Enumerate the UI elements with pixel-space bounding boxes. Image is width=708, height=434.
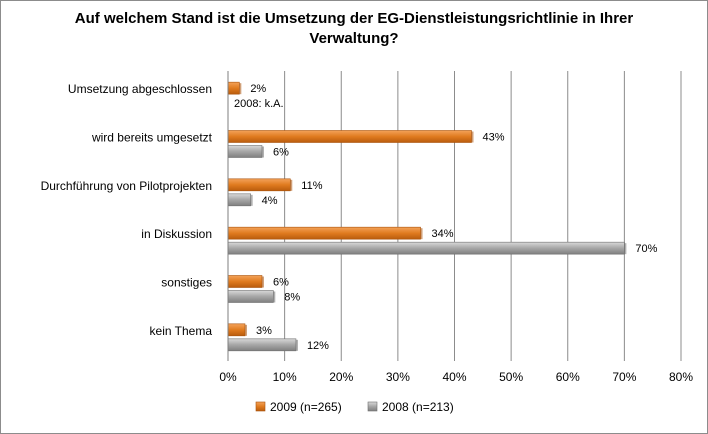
x-tick-label: 70% xyxy=(612,370,636,384)
bar-shadow xyxy=(261,276,264,288)
bar-shadow xyxy=(471,131,474,143)
data-label: 2008: k.A. xyxy=(234,98,284,110)
data-label: 12% xyxy=(307,340,329,352)
legend: 2009 (n=265) 2008 (n=213) xyxy=(255,400,454,414)
bar-shadow xyxy=(250,194,253,206)
bar-shadow xyxy=(295,339,298,351)
bar-shadow xyxy=(261,146,264,158)
bar-shadow xyxy=(624,243,627,255)
x-tick-label: 30% xyxy=(386,370,410,384)
chart-title: Auf welchem Stand ist die Umsetzung der … xyxy=(1,9,707,49)
x-tick-label: 80% xyxy=(669,370,693,384)
chart-title-line-1: Auf welchem Stand ist die Umsetzung der … xyxy=(74,10,634,27)
data-label: 43% xyxy=(482,132,504,144)
x-tick-label: 20% xyxy=(329,370,353,384)
legend-label: 2009 (n=265) xyxy=(270,400,342,414)
data-label: 11% xyxy=(301,180,322,192)
bar xyxy=(227,145,263,158)
bar-shadow xyxy=(239,83,242,95)
bar-shadow xyxy=(420,228,423,240)
x-tick-label: 60% xyxy=(556,370,580,384)
data-label: 70% xyxy=(635,243,657,255)
category-label: sonstiges xyxy=(161,276,212,290)
x-tick-label: 40% xyxy=(442,370,466,384)
x-tick-label: 0% xyxy=(219,370,237,384)
data-label: 2% xyxy=(250,83,266,95)
data-label: 4% xyxy=(262,195,278,207)
bar xyxy=(227,130,472,143)
legend-swatch xyxy=(367,401,378,412)
legend-swatch xyxy=(255,401,266,412)
chart-title-line-2: Verwaltung? xyxy=(309,30,399,47)
category-label: Durchführung von Pilotprojekten xyxy=(41,179,212,193)
data-label: 8% xyxy=(284,292,300,304)
axis-layer: 0% 10% 20% 30% 40% 50% 60% 70% 80% Umsetzung abge… xyxy=(41,71,693,384)
bar xyxy=(227,290,274,303)
bar xyxy=(227,241,625,255)
bar xyxy=(227,193,251,207)
grid-layer xyxy=(227,71,682,361)
category-label: wird bereits umgesetzt xyxy=(91,131,213,145)
category-label: in Diskussion xyxy=(141,227,212,241)
bar-shadow xyxy=(290,179,293,191)
label-layer: 2% 2008: k.A. 43% 6% 11% 4% 34% 70% 6% 8% 3% 12% xyxy=(234,83,658,352)
bar-layer xyxy=(227,81,627,352)
bar xyxy=(227,338,297,352)
data-label: 3% xyxy=(256,325,272,337)
bar xyxy=(227,275,263,288)
bar xyxy=(227,226,421,240)
bar xyxy=(227,81,240,95)
data-label: 6% xyxy=(273,147,289,159)
x-tick-label: 50% xyxy=(499,370,523,384)
bar-shadow xyxy=(244,324,247,336)
bar xyxy=(227,178,291,192)
category-label: Umsetzung abgeschlossen xyxy=(68,82,212,96)
x-tick-label: 10% xyxy=(273,370,297,384)
bar-shadow xyxy=(273,291,276,303)
category-label: kein Thema xyxy=(150,324,213,338)
legend-label: 2008 (n=213) xyxy=(382,400,454,414)
data-label: 6% xyxy=(273,277,289,289)
data-label: 34% xyxy=(432,228,454,240)
bar xyxy=(227,323,246,337)
